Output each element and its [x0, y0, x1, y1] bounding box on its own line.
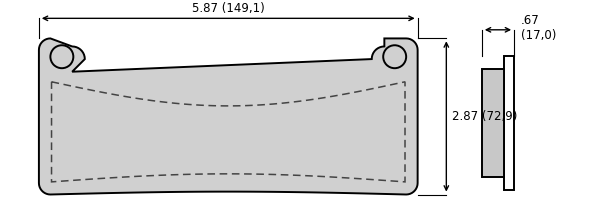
Text: .67: .67 [521, 14, 539, 27]
Text: 5.87 (149,1): 5.87 (149,1) [192, 2, 265, 15]
Bar [482, 69, 504, 177]
Text: (17,0): (17,0) [521, 30, 556, 43]
Polygon shape [39, 38, 418, 194]
Text: 2.87 (72,9): 2.87 (72,9) [452, 110, 517, 123]
Bar [504, 56, 514, 191]
